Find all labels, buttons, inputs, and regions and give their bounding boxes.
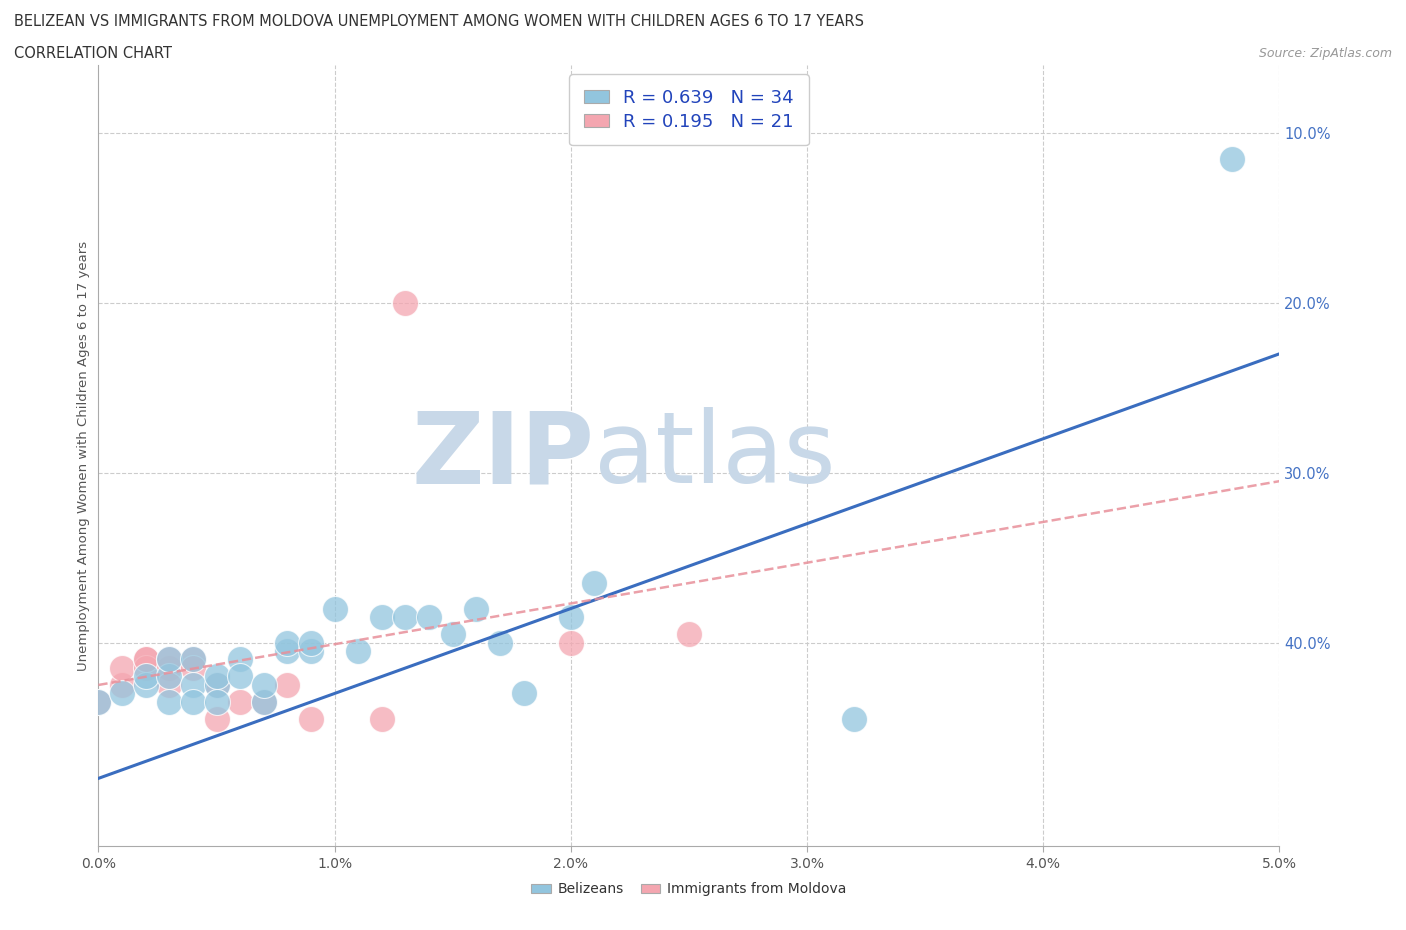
Point <box>844 711 866 726</box>
Point <box>229 652 252 667</box>
Text: atlas: atlas <box>595 407 837 504</box>
Point <box>299 711 322 726</box>
Text: CORRELATION CHART: CORRELATION CHART <box>14 46 172 61</box>
Point <box>135 652 157 667</box>
Point <box>253 695 276 710</box>
Point <box>157 669 180 684</box>
Point <box>205 695 228 710</box>
Point <box>253 695 276 710</box>
Point <box>135 669 157 684</box>
Point <box>157 652 180 667</box>
Point <box>229 695 252 710</box>
Point <box>181 695 204 710</box>
Point <box>560 635 582 650</box>
Point <box>157 695 180 710</box>
Point <box>157 652 180 667</box>
Point <box>205 678 228 693</box>
Point <box>181 660 204 675</box>
Point <box>347 644 370 658</box>
Text: ZIP: ZIP <box>412 407 595 504</box>
Y-axis label: Unemployment Among Women with Children Ages 6 to 17 years: Unemployment Among Women with Children A… <box>77 241 90 671</box>
Point <box>205 669 228 684</box>
Point <box>205 678 228 693</box>
Point <box>560 609 582 624</box>
Point <box>418 609 440 624</box>
Point <box>276 644 298 658</box>
Point <box>299 644 322 658</box>
Point <box>111 686 134 701</box>
Point <box>583 576 606 591</box>
Point <box>465 601 488 616</box>
Point <box>229 669 252 684</box>
Text: BELIZEAN VS IMMIGRANTS FROM MOLDOVA UNEMPLOYMENT AMONG WOMEN WITH CHILDREN AGES : BELIZEAN VS IMMIGRANTS FROM MOLDOVA UNEM… <box>14 14 865 29</box>
Point <box>394 609 416 624</box>
Point <box>135 678 157 693</box>
Point <box>489 635 512 650</box>
Point <box>394 296 416 311</box>
Point <box>1220 151 1243 166</box>
Point <box>87 695 110 710</box>
Point <box>87 695 110 710</box>
Point <box>323 601 346 616</box>
Point <box>276 678 298 693</box>
Point <box>371 711 394 726</box>
Point <box>181 678 204 693</box>
Point <box>441 627 464 642</box>
Point <box>135 652 157 667</box>
Point <box>299 635 322 650</box>
Point <box>276 635 298 650</box>
Point <box>205 711 228 726</box>
Point <box>181 652 204 667</box>
Text: Source: ZipAtlas.com: Source: ZipAtlas.com <box>1258 46 1392 60</box>
Point <box>157 660 180 675</box>
Point <box>135 660 157 675</box>
Point <box>512 686 534 701</box>
Point <box>111 678 134 693</box>
Point <box>678 627 700 642</box>
Point <box>371 609 394 624</box>
Point <box>111 660 134 675</box>
Point <box>181 652 204 667</box>
Legend: Belizeans, Immigrants from Moldova: Belizeans, Immigrants from Moldova <box>526 877 852 902</box>
Point <box>157 678 180 693</box>
Point <box>253 678 276 693</box>
